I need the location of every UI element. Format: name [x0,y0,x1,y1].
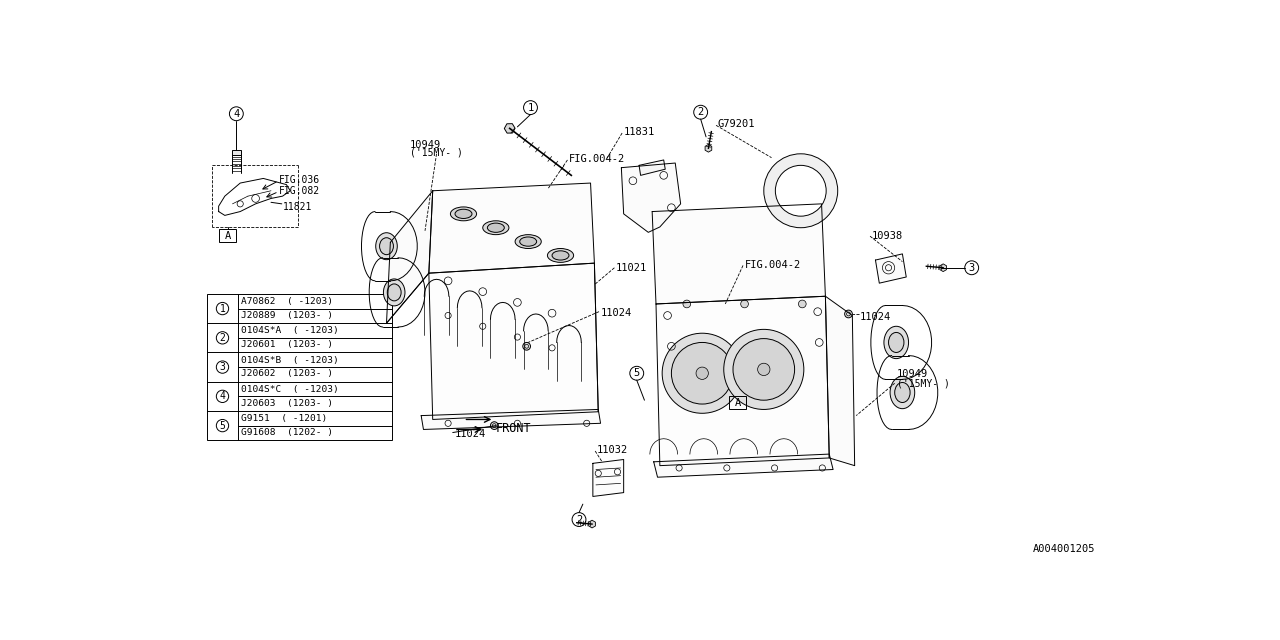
Text: 1: 1 [527,102,534,113]
Polygon shape [621,163,681,232]
Polygon shape [652,204,826,304]
Circle shape [733,339,795,400]
Text: 11024: 11024 [600,308,632,318]
Bar [232,150,241,155]
Text: 11821: 11821 [283,202,312,212]
Ellipse shape [454,209,472,218]
Text: 3: 3 [220,362,225,372]
Text: 10938: 10938 [872,231,902,241]
Text: 0104S*A  ( -1203): 0104S*A ( -1203) [241,326,339,335]
Text: G9151  ( -1201): G9151 ( -1201) [241,414,328,423]
Polygon shape [654,454,833,477]
Text: A: A [225,231,230,241]
Text: ('15MY- ): ('15MY- ) [897,379,950,388]
Text: 11831: 11831 [623,127,655,137]
Polygon shape [429,263,598,419]
Circle shape [723,330,804,410]
Circle shape [684,300,691,308]
Polygon shape [421,410,600,429]
Text: 2: 2 [576,515,582,525]
Text: 2: 2 [698,108,704,117]
Ellipse shape [488,223,504,232]
Text: 5: 5 [634,368,640,378]
Polygon shape [826,296,855,466]
Text: J20601  (1203- ): J20601 (1203- ) [241,340,333,349]
Ellipse shape [552,251,570,260]
Ellipse shape [515,235,541,248]
Ellipse shape [520,237,536,246]
Ellipse shape [376,233,397,260]
Text: 4: 4 [233,109,239,119]
Polygon shape [876,254,906,283]
Ellipse shape [483,221,509,235]
Polygon shape [657,296,829,466]
Text: ('15MY- ): ('15MY- ) [410,148,462,157]
Text: FRONT: FRONT [495,422,531,435]
Polygon shape [429,183,594,273]
Ellipse shape [895,383,910,403]
Text: G79201: G79201 [718,119,755,129]
Circle shape [758,364,771,376]
Ellipse shape [451,207,476,221]
Text: 10949: 10949 [410,140,440,150]
Ellipse shape [380,237,393,255]
Text: 10949: 10949 [897,369,928,380]
Ellipse shape [384,279,404,306]
Circle shape [490,422,498,429]
Text: 0104S*B  ( -1203): 0104S*B ( -1203) [241,356,339,365]
Text: 11032: 11032 [596,445,628,455]
Text: J20889  (1203- ): J20889 (1203- ) [241,311,333,320]
Polygon shape [387,191,433,323]
Ellipse shape [890,376,915,409]
Circle shape [776,165,826,216]
Text: A70862  ( -1203): A70862 ( -1203) [241,297,333,306]
Text: 2: 2 [220,333,225,343]
Circle shape [696,367,708,380]
Ellipse shape [884,326,909,358]
Circle shape [672,342,733,404]
Polygon shape [639,160,666,175]
Text: 0104S*C  ( -1203): 0104S*C ( -1203) [241,385,339,394]
Text: 11021: 11021 [616,263,648,273]
Text: FIG.004-2: FIG.004-2 [745,260,801,270]
Text: A004001205: A004001205 [1033,544,1096,554]
Ellipse shape [548,248,573,262]
Circle shape [799,300,806,308]
Text: FIG.082: FIG.082 [279,186,320,196]
Text: FIG.036: FIG.036 [279,175,320,186]
Text: J20602  (1203- ): J20602 (1203- ) [241,369,333,378]
Text: 11024: 11024 [454,429,485,440]
Polygon shape [593,460,623,497]
Circle shape [764,154,837,228]
Bar [219,229,237,241]
Text: 5: 5 [220,420,225,431]
Text: J20603  (1203- ): J20603 (1203- ) [241,399,333,408]
Text: 11024: 11024 [860,312,891,322]
Text: 3: 3 [969,263,975,273]
Bar [207,294,392,440]
Circle shape [522,342,530,350]
Ellipse shape [388,284,401,301]
Text: A: A [735,398,741,408]
Circle shape [845,310,852,318]
Bar [730,396,746,409]
Text: G91608  (1202- ): G91608 (1202- ) [241,428,333,437]
Circle shape [741,300,749,308]
Text: FIG.004-2: FIG.004-2 [570,154,625,164]
Text: 4: 4 [220,391,225,401]
Ellipse shape [888,332,904,353]
Text: 1: 1 [220,303,225,314]
Circle shape [662,333,742,413]
